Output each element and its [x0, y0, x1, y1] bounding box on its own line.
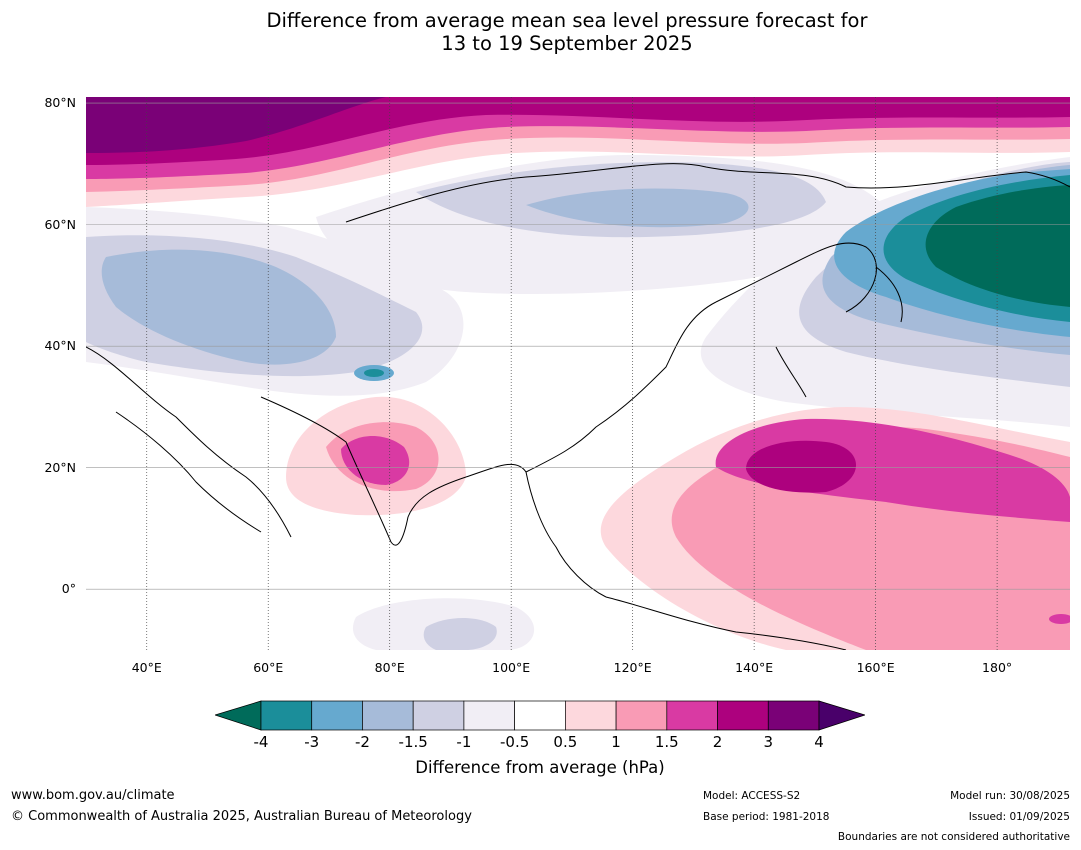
lon-label: 180° [982, 660, 1013, 675]
colorbar-label: Difference from average (hPa) [415, 758, 665, 777]
colorbar-tick-label: -2 [354, 733, 370, 751]
pressure-anomaly-map [86, 97, 1070, 650]
lon-label: 40°E [131, 660, 162, 675]
colorbar-bin [412, 700, 465, 731]
footer-copyright: © Commonwealth of Australia 2025, Austra… [11, 809, 472, 824]
contour-3 [86, 97, 386, 153]
colorbar [213, 700, 867, 732]
colorbar-bin [717, 700, 769, 731]
colorbar-tick-label: -1 [456, 733, 472, 751]
colorbar-tick-label: 4 [814, 733, 824, 751]
colorbar-bin [514, 700, 566, 731]
title-line-1: Difference from average mean sea level p… [266, 9, 868, 32]
lon-label: 120°E [613, 660, 652, 675]
lon-label: 60°E [253, 660, 284, 675]
lon-label: 160°E [856, 660, 895, 675]
lat-label: 40°N [44, 338, 76, 354]
colorbar-svg [213, 700, 867, 731]
colorbar-bin [362, 700, 414, 731]
lon-label: 100°E [492, 660, 531, 675]
colorbar-tick-label: -4 [253, 733, 269, 751]
footer-url[interactable]: www.bom.gov.au/climate [11, 788, 175, 803]
footer-base-period: Base period: 1981-2018 [703, 811, 830, 823]
lat-label: 0° [61, 581, 76, 597]
colorbar-bin [767, 700, 820, 731]
colorbar-tick-label: 1 [611, 733, 621, 751]
coastlines [86, 163, 1070, 650]
colorbar-tick-label: -0.5 [499, 733, 530, 751]
graticule [86, 97, 1070, 650]
lon-label: 80°E [374, 660, 405, 675]
footer-issued: Issued: 01/09/2025 [968, 811, 1070, 823]
colorbar-tick-label: 2 [712, 733, 723, 751]
title-line-2: 13 to 19 September 2025 [441, 32, 693, 55]
colorbar-bin [260, 700, 313, 731]
lat-label: 60°N [44, 216, 76, 232]
footer-model: Model: ACCESS-S2 [703, 790, 801, 802]
arctic-high-anomaly [86, 97, 1070, 207]
colorbar-max-arrow [818, 700, 867, 731]
colorbar-bin [311, 700, 363, 731]
colorbar-tick-label: 0.5 [553, 733, 578, 751]
colorbar-tick-label: 3 [763, 733, 774, 751]
lat-label: 20°N [44, 459, 76, 475]
footer-disclaimer: Boundaries are not considered authoritat… [837, 831, 1070, 843]
colorbar-bin [615, 700, 668, 731]
lon-label: 140°E [735, 660, 774, 675]
lat-label: 80°N [44, 95, 76, 111]
equatorial-low-anomaly [352, 598, 535, 650]
colorbar-bin [666, 700, 718, 731]
colorbar-bin [463, 700, 515, 731]
map-canvas [86, 97, 1070, 650]
map-title: Difference from average mean sea level p… [0, 9, 1081, 55]
colorbar-tick-label: -3 [304, 733, 320, 751]
colorbar-tick-label: 1.5 [654, 733, 679, 751]
footer-model-run: Model run: 30/08/2025 [950, 790, 1070, 802]
colorbar-bin [565, 700, 617, 731]
india-high-anomaly [286, 396, 466, 516]
colorbar-tick-label: -1.5 [398, 733, 428, 751]
colorbar-min-arrow [213, 700, 262, 731]
